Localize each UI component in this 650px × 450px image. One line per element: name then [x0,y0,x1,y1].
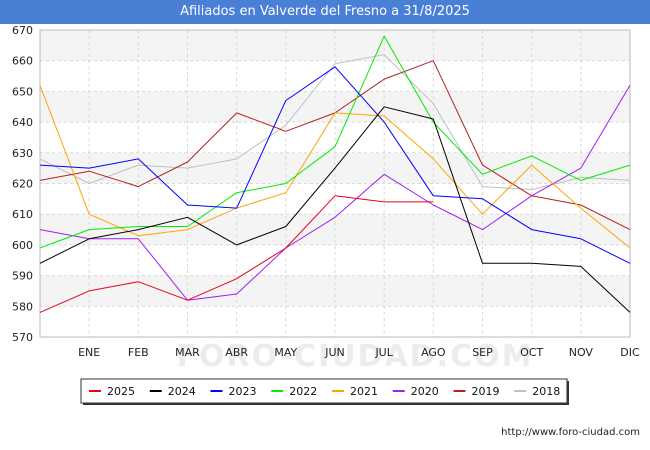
x-tick-label: OCT [520,346,543,359]
legend-label-2023: 2023 [229,385,257,398]
series-line-2021 [39,85,631,249]
y-tick-label: 600 [12,239,33,252]
x-tick-label: MAY [274,346,297,359]
legend-label-2024: 2024 [168,385,196,398]
x-tick-label: NOV [569,346,594,359]
series-line-2018 [39,54,631,191]
chart-title: Afiliados en Valverde del Fresno a 31/8/… [0,0,650,24]
legend-label-2018: 2018 [532,385,560,398]
x-tick-label: JUL [374,346,393,359]
legend-label-2021: 2021 [350,385,378,398]
y-tick-label: 610 [12,208,33,221]
y-tick-label: 660 [12,55,33,68]
y-tick-label: 650 [12,85,33,98]
x-tick-label: ABR [225,346,248,359]
legend-label-2022: 2022 [289,385,317,398]
x-tick-label: ENE [78,346,100,359]
x-tick-label: MAR [175,346,200,359]
y-tick-label: 630 [12,147,33,160]
x-tick-label: AGO [421,346,446,359]
legend-box [80,378,568,404]
x-tick-label: FEB [128,346,149,359]
footer-url[interactable]: http://www.foro-ciudad.com [501,427,640,438]
y-tick-label: 570 [12,331,33,344]
x-tick-label: DIC [620,346,640,359]
y-tick-label: 620 [12,178,33,191]
series-line-2020 [39,85,631,301]
plot-frame [39,29,631,338]
legend-label-2020: 2020 [411,385,439,398]
series-line-2022 [39,35,631,249]
legend-label-2019: 2019 [472,385,500,398]
x-tick-label: JUN [324,346,345,359]
y-tick-label: 580 [12,300,33,313]
legend-label-2025: 2025 [107,385,135,398]
series-line-2024 [39,106,631,313]
series-line-2023 [39,66,631,264]
y-tick-label: 670 [12,24,33,37]
y-tick-label: 590 [12,270,33,283]
y-tick-label: 640 [12,116,33,129]
watermark: FORO-CIUDAD.COM [177,339,534,374]
x-tick-label: SEP [472,346,493,359]
series-line-2025 [39,195,434,313]
